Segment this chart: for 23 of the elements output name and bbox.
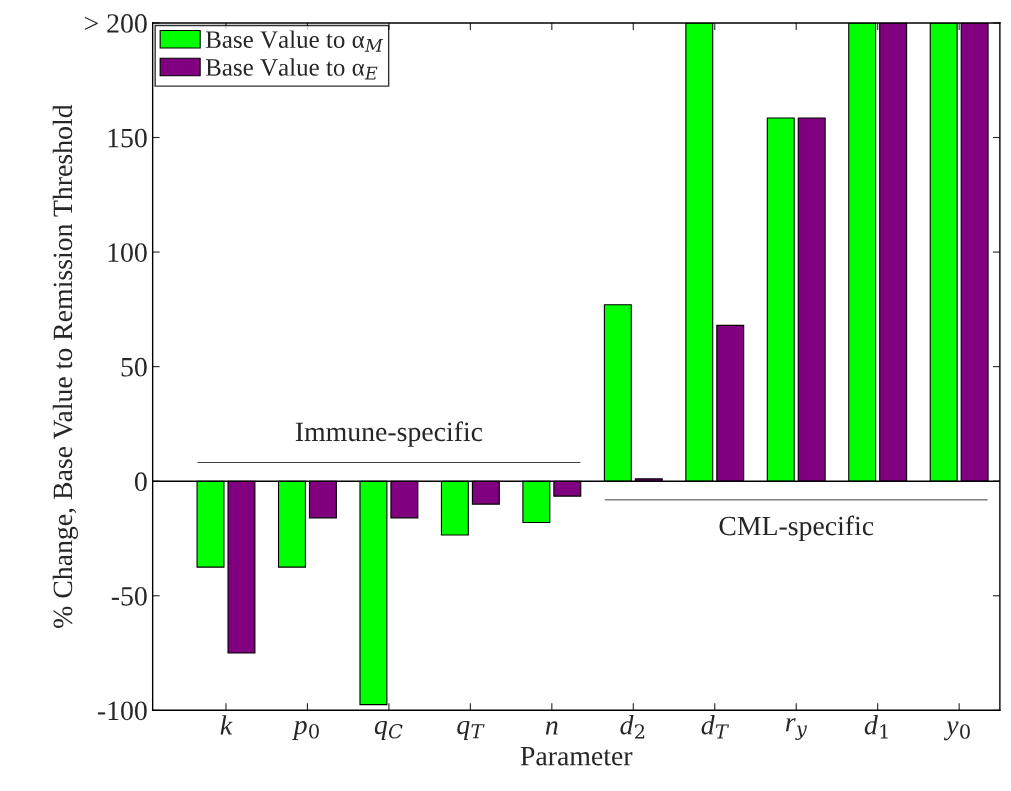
x-tick-label: k [220, 715, 233, 735]
y-axis-title: % Change, Base Value to Remission Threshold [52, 104, 78, 628]
y-tick-label: -100 [97, 701, 147, 721]
y-tick-label: > 200 [84, 14, 147, 33]
legend-label: Base Value to α$_{E}$ [205, 58, 378, 80]
x-tick-label: d$_{2}$ [620, 715, 645, 739]
y-tick-label: 100 [108, 243, 147, 262]
annotation: CML-specific [719, 515, 874, 542]
x-tick-label: q$_{T}$ [457, 720, 485, 740]
y-tick-label: 50 [121, 357, 147, 377]
y-tick-label: 0 [134, 472, 147, 492]
x-tick-label: d$_{1}$ [864, 715, 888, 739]
y-tick-label: -50 [111, 586, 147, 606]
annotation: Immune-specific [295, 421, 483, 447]
x-tick-label: p$_{0}$ [292, 720, 319, 740]
x-tick-label: q$_{C}$ [374, 720, 403, 740]
legend-label: Base Value to α$_{M}$ [205, 30, 384, 52]
x-tick-label: r$_{y}$ [785, 718, 808, 740]
x-tick-label: y$_{0}$ [943, 721, 970, 741]
y-tick-label: 150 [108, 128, 147, 148]
x-tick-label: n [545, 721, 558, 735]
x-axis-title: Parameter [520, 747, 633, 766]
x-tick-label: d$_{T}$ [701, 715, 730, 739]
